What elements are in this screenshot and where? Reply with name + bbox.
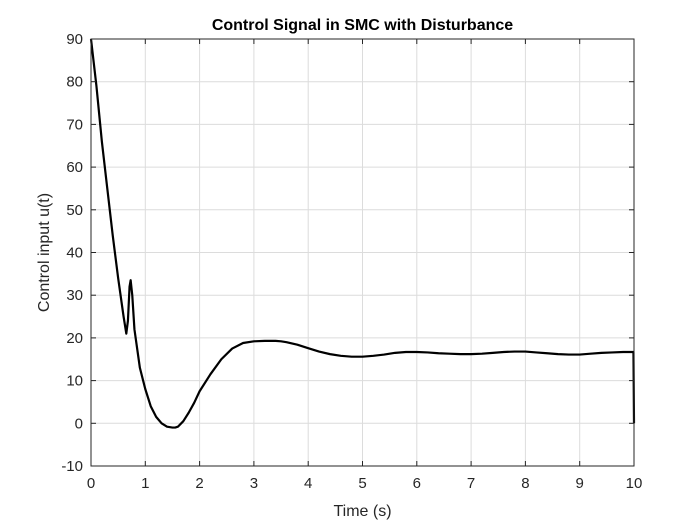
x-tick-label: 4	[304, 475, 312, 492]
x-tick-label: 2	[195, 475, 203, 492]
y-tick-label: 10	[66, 373, 83, 390]
y-tick-label: 50	[66, 202, 83, 219]
x-tick-label: 10	[626, 475, 643, 492]
x-tick-label: 8	[521, 475, 529, 492]
x-tick-label: 7	[467, 475, 475, 492]
x-tick-label: 5	[358, 475, 366, 492]
y-tick-label: 70	[66, 116, 83, 133]
x-tick-label: 3	[250, 475, 258, 492]
y-tick-label: 0	[75, 415, 83, 432]
y-tick-label: 20	[66, 330, 83, 347]
x-tick-label: 9	[576, 475, 584, 492]
y-tick-label: 30	[66, 287, 83, 304]
y-tick-label: 80	[66, 74, 83, 91]
y-tick-label: 60	[66, 159, 83, 176]
x-axis-label: Time (s)	[333, 503, 391, 520]
x-tick-label: 0	[87, 475, 95, 492]
y-tick-label: -10	[61, 458, 83, 475]
y-axis-label: Control input u(t)	[36, 193, 53, 312]
x-tick-label: 1	[141, 475, 149, 492]
series-line	[89, 38, 636, 429]
y-tick-label: 40	[66, 245, 83, 262]
x-tick-label: 6	[413, 475, 421, 492]
chart-title: Control Signal in SMC with Disturbance	[212, 17, 513, 34]
y-tick-label: 90	[66, 31, 83, 48]
